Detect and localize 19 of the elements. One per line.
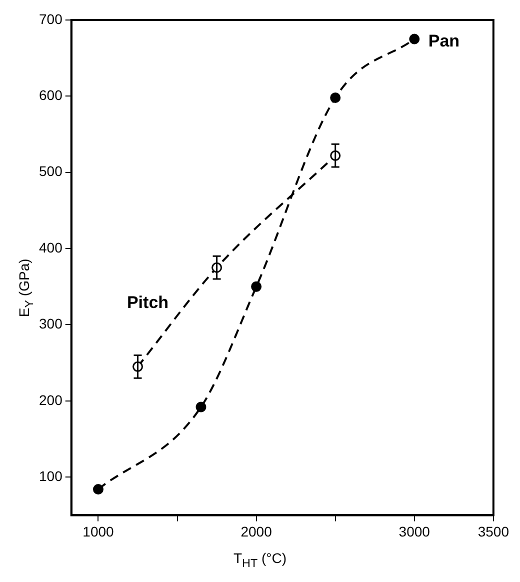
y-tick-label: 200 [39, 392, 63, 408]
x-tick-label: 3500 [478, 523, 510, 540]
y-tick-label: 300 [39, 316, 63, 332]
y-tick-label: 600 [39, 87, 63, 104]
x-tick-label: 1000 [82, 523, 114, 540]
series-label: Pitch [126, 292, 169, 312]
y-tick-label: 400 [39, 239, 63, 256]
series-label: Pan [428, 32, 460, 51]
x-tick-label: 2000 [240, 523, 272, 540]
point [196, 402, 206, 412]
x-axis-title: T$_{HT}$ (°C) [232, 550, 288, 570]
y-tick-label: 700 [39, 10, 63, 27]
point [251, 281, 262, 292]
point [409, 34, 420, 44]
x-tick-label: 3000 [398, 523, 430, 540]
y-tick-label: 100 [39, 468, 63, 484]
point [92, 484, 104, 495]
y-tick-label: 500 [39, 163, 63, 180]
point [330, 92, 341, 103]
